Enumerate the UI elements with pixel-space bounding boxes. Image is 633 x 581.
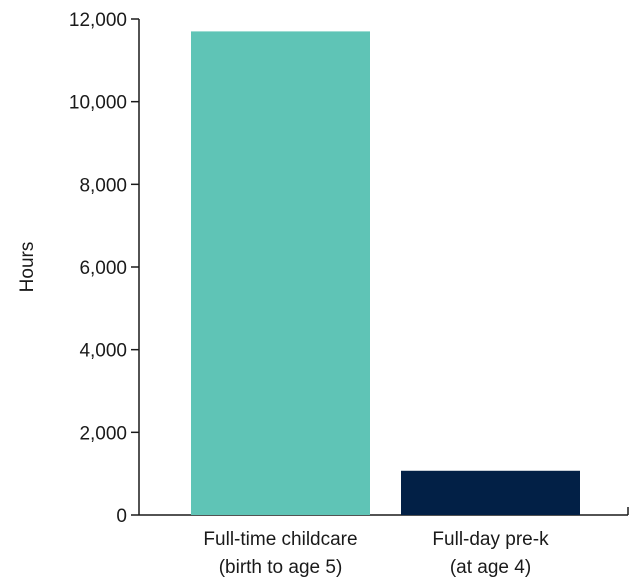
x-category-label: Full-time childcare [203, 529, 357, 550]
y-tick-label: 10,000 [69, 93, 127, 114]
bars [191, 31, 580, 516]
y-axis: 0 2,000 4,000 6,000 8,000 10,000 12,000 [69, 10, 140, 527]
y-tick-label: 2,000 [79, 423, 127, 444]
x-category-label: (at age 4) [450, 557, 531, 578]
bar [401, 470, 580, 515]
y-tick-label: 8,000 [79, 175, 127, 196]
y-tick-label: 6,000 [79, 258, 127, 279]
y-tick-label: 0 [116, 506, 127, 527]
bar [191, 31, 370, 516]
x-category-label: (birth to age 5) [219, 557, 343, 578]
y-tick-label: 12,000 [69, 10, 127, 31]
x-category-label: Full-day pre-k [432, 529, 549, 550]
y-tick-label: 4,000 [79, 341, 127, 362]
x-axis: Full-time childcare (birth to age 5) Full-… [139, 507, 629, 578]
y-axis-title: Hours [17, 242, 38, 293]
